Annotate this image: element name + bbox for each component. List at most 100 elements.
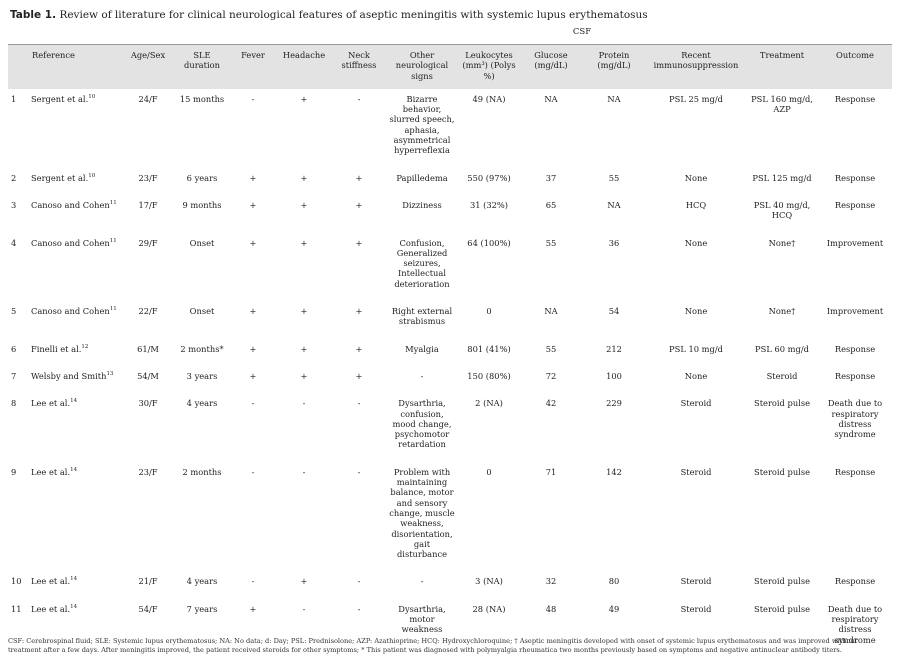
- table-cell: +: [300, 172, 308, 183]
- reference-cell: Finelli et al.12: [28, 339, 122, 366]
- table-cell: 49: [608, 603, 620, 614]
- table-cell: 55: [545, 237, 557, 248]
- row-number: 8: [11, 398, 17, 409]
- table-row: 1 Sergent et al.10 24/F 15 months - + - Bizarre…: [8, 89, 892, 168]
- row-number: 9: [11, 466, 17, 477]
- reference: Welsby and Smith: [31, 370, 107, 381]
- table-cell: Improvement: [826, 306, 884, 317]
- table-cell: Steroid pulse: [754, 398, 810, 409]
- reference: Sergent et al.: [31, 93, 89, 104]
- table-cell: +: [249, 603, 257, 614]
- table-cell: Papilledema: [396, 172, 448, 183]
- table-cell: +: [355, 306, 363, 317]
- table-cell: -: [251, 398, 255, 409]
- table-row: 4 Canoso and Cohen11 29/F Onset + + + Confusion…: [8, 233, 892, 301]
- reference-number: 14: [70, 398, 78, 405]
- table-cell: 80: [608, 576, 620, 587]
- table-cell: +: [249, 370, 257, 381]
- table-cell: None: [684, 306, 708, 317]
- table-cell: 37: [545, 172, 557, 183]
- reference-number: 14: [70, 576, 78, 583]
- table-cell: Response: [834, 466, 876, 477]
- table-cell: NA: [544, 306, 558, 317]
- table-cell: Response: [834, 199, 876, 210]
- table-cell: Steroid pulse: [754, 576, 810, 587]
- reference: Lee et al.: [31, 398, 71, 409]
- table-row: 6 Finelli et al.12 61/M 2 months* + + + Myalgia…: [8, 339, 892, 366]
- table-cell: Death due to respiratory distress syndro…: [827, 398, 883, 440]
- table-cell: 4 years: [186, 398, 218, 409]
- column-header: Age/Sex: [130, 50, 166, 60]
- table-row: 7 Welsby and Smith13 54/M 3 years + + + - 150 (8…: [8, 366, 892, 393]
- column-header: Glucose (mg/dL): [534, 50, 568, 71]
- table-cell: NA: [544, 93, 558, 104]
- column-header: Protein (mg/dL): [597, 50, 631, 71]
- table-cell: None†: [768, 306, 796, 317]
- header-row: Reference Age/Sex SLE duration Fever Headach…: [8, 44, 892, 89]
- table-body: 1 Sergent et al.10 24/F 15 months - + - Bizarre…: [8, 89, 892, 660]
- reference: Canoso and Cohen: [31, 199, 110, 210]
- table-cell: 28 (NA): [472, 603, 506, 614]
- table-cell: 550 (97%): [467, 172, 511, 183]
- reference: Lee et al.: [31, 576, 71, 587]
- table-cell: Right external strabismus: [391, 306, 453, 327]
- column-header: Headache: [282, 50, 326, 60]
- table-cell: 64 (100%): [467, 237, 511, 248]
- table-cell: 0: [486, 466, 492, 477]
- row-number: 3: [11, 199, 17, 210]
- table-cell: +: [300, 576, 308, 587]
- table-cell: Myalgia: [405, 343, 439, 354]
- table-cell: Dysarthria, motor weakness: [398, 603, 446, 635]
- table-cell: NA: [607, 199, 621, 210]
- column-header: Treatment: [759, 50, 805, 60]
- table-cell: 55: [545, 343, 557, 354]
- table-cell: -: [251, 93, 255, 104]
- table-cell: PSL 125 mg/d: [752, 172, 812, 183]
- table-cell: +: [355, 172, 363, 183]
- table-cell: 54/F: [138, 603, 158, 614]
- reference-number: 14: [70, 603, 78, 610]
- table-cell: 4 years: [186, 576, 218, 587]
- table-row: 9 Lee et al.14 23/F 2 months - - - Problem with…: [8, 462, 892, 572]
- table-cell: 2 (NA): [475, 398, 503, 409]
- table-cell: PSL 10 mg/d: [669, 343, 723, 354]
- table-cell: +: [355, 343, 363, 354]
- table-row: 10 Lee et al.14 21/F 4 years - + - - 3 (NA) 32 80 S…: [8, 571, 892, 598]
- table-cell: 7 years: [186, 603, 218, 614]
- table-cell: Confusion, Generalized seizures, Intelle…: [394, 237, 450, 289]
- row-number: 11: [11, 603, 22, 614]
- table-cell: -: [251, 466, 255, 477]
- table-cell: 29/F: [138, 237, 158, 248]
- title-label: Table 1.: [10, 9, 57, 21]
- table-cell: +: [300, 237, 308, 248]
- column-header: Leukocytes (mm³) (Polys %): [462, 50, 516, 81]
- reference-cell: Canoso and Cohen11: [28, 233, 122, 301]
- reference-number: 11: [109, 237, 117, 244]
- table-cell: 15 months: [179, 93, 225, 104]
- table-cell: PSL 40 mg/d, HCQ: [753, 199, 811, 221]
- table-cell: Steroid: [680, 603, 712, 614]
- table-title: Table 1. Review of literature for clinic…: [10, 9, 648, 21]
- table-cell: 17/F: [138, 199, 158, 210]
- table-cell: Response: [834, 172, 876, 183]
- table-cell: 100: [606, 370, 622, 381]
- table-cell: 2 months: [182, 466, 222, 477]
- row-number: 7: [11, 370, 17, 381]
- table-cell: Problem with maintaining balance, motor …: [389, 466, 455, 560]
- reference-cell: Sergent et al.10: [28, 168, 122, 195]
- table-cell: -: [357, 603, 361, 614]
- reference-number: 12: [81, 343, 89, 350]
- table-cell: -: [302, 603, 306, 614]
- table-cell: Dysarthria, confusion, mood change, psyc…: [392, 398, 452, 450]
- table-cell: +: [249, 237, 257, 248]
- table-cell: Death due to respiratory distress syndro…: [827, 603, 883, 645]
- title-text: Review of literature for clinical neurol…: [59, 9, 648, 21]
- table-cell: 142: [606, 466, 622, 477]
- table-cell: HCQ: [685, 199, 707, 210]
- column-header: SLE duration: [184, 50, 220, 71]
- table-cell: Response: [834, 343, 876, 354]
- table-cell: -: [357, 398, 361, 409]
- column-header: Recent immunosuppression: [653, 50, 739, 71]
- table-cell: 2 months*: [180, 343, 224, 354]
- table-cell: Response: [834, 576, 876, 587]
